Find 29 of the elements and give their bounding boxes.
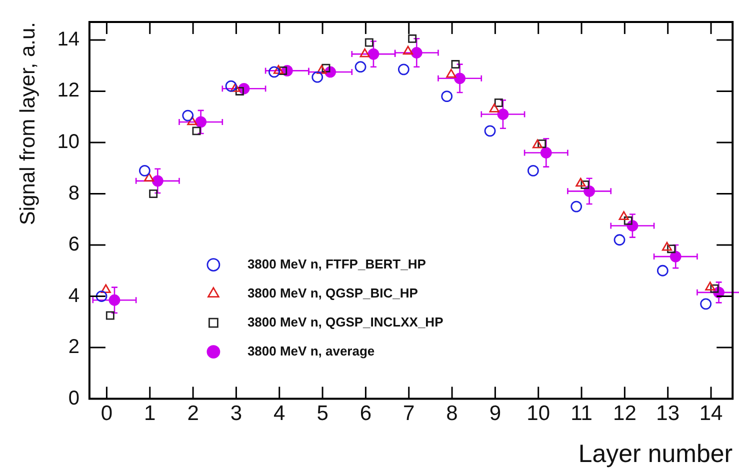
x-tick-label: 3 — [230, 402, 242, 426]
y-tick-label: 12 — [57, 80, 80, 102]
legend-label: 3800 MeV n, QGSP_INCLXX_HP — [247, 314, 444, 330]
x-tick-label: 10 — [526, 402, 550, 426]
x-tick-label: 2 — [187, 402, 199, 426]
y-axis-title: Signal from layer, a.u. — [16, 22, 40, 226]
y-tick-label: 6 — [68, 234, 80, 256]
x-tick-label: 6 — [360, 402, 372, 426]
y-tick-label: 8 — [68, 182, 80, 204]
y-tick-label: 0 — [68, 387, 80, 410]
x-tick-label: 7 — [403, 402, 415, 426]
x-tick-label: 14 — [699, 402, 724, 426]
x-tick-label: 5 — [316, 402, 328, 426]
y-tick-label: 10 — [57, 130, 80, 153]
x-tick-label: 1 — [144, 402, 156, 426]
legend-label: 3800 MeV n, QGSP_BIC_HP — [247, 285, 418, 300]
x-tick-label: 12 — [613, 402, 636, 426]
x-axis-title: Layer number — [578, 440, 733, 468]
y-tick-label: 2 — [68, 336, 80, 358]
x-tick-label: 9 — [489, 402, 502, 426]
x-tick-label: 11 — [570, 402, 592, 426]
x-tick-label: 13 — [656, 402, 680, 426]
legend-label: 3800 MeV n, average — [247, 343, 375, 358]
x-tick-label: 0 — [100, 402, 113, 426]
y-tick-label: 14 — [57, 28, 80, 50]
legend-label: 3800 MeV n, FTFP_BERT_HP — [247, 256, 426, 272]
y-tick-label: 4 — [68, 284, 80, 307]
x-tick-label: 4 — [274, 402, 286, 426]
x-tick-label: 8 — [446, 402, 458, 426]
